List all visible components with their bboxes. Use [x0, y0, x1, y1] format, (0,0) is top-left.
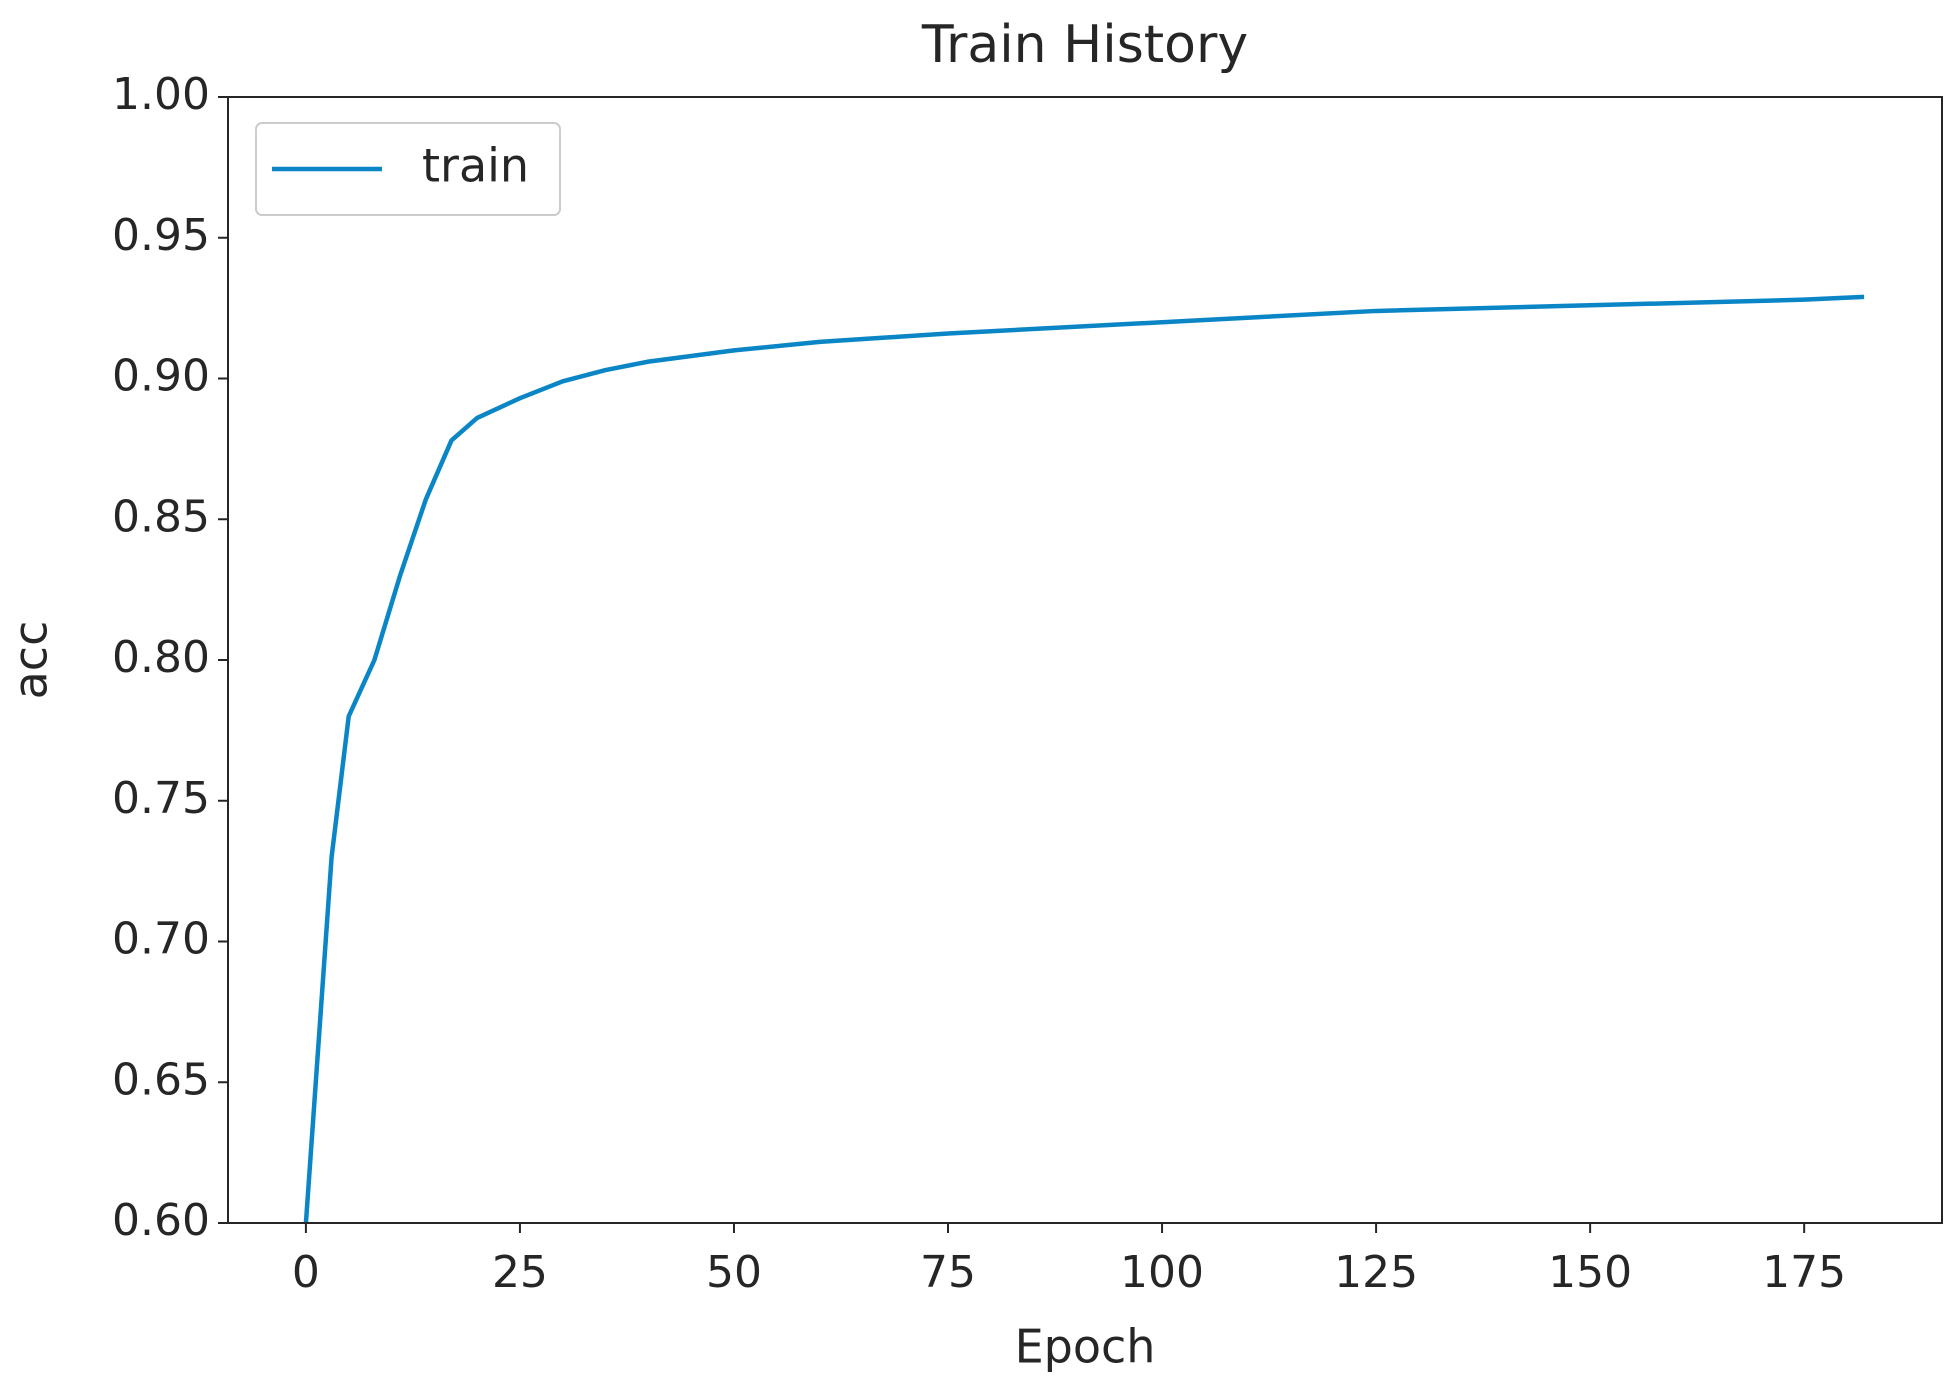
y-tick-label: 0.90 — [112, 351, 210, 402]
y-axis-label: acc — [4, 621, 58, 700]
x-tick-label: 125 — [1334, 1247, 1418, 1298]
y-tick-label: 0.65 — [112, 1054, 210, 1105]
y-tick-label: 0.75 — [112, 773, 210, 824]
y-tick-label: 0.85 — [112, 491, 210, 542]
y-tick-label: 0.70 — [112, 914, 210, 965]
x-tick-label: 100 — [1120, 1247, 1204, 1298]
x-tick-label: 75 — [920, 1247, 976, 1298]
x-tick-label: 25 — [492, 1247, 548, 1298]
y-tick-label: 0.60 — [112, 1195, 210, 1246]
x-tick-label: 50 — [706, 1247, 762, 1298]
x-tick-label: 150 — [1548, 1247, 1632, 1298]
y-tick-label: 0.95 — [112, 210, 210, 261]
plot-frame — [227, 96, 1943, 1224]
x-axis-label: Epoch — [1015, 1320, 1156, 1374]
line-series — [303, 294, 1865, 1224]
x-tick-label: 0 — [292, 1247, 320, 1298]
chart-title: Train History — [921, 15, 1248, 75]
y-tick-label: 1.00 — [112, 69, 210, 120]
x-tick-label: 175 — [1762, 1247, 1846, 1298]
y-tick-label: 0.80 — [112, 632, 210, 683]
legend-box — [255, 122, 561, 216]
legend-label: train — [422, 139, 529, 193]
